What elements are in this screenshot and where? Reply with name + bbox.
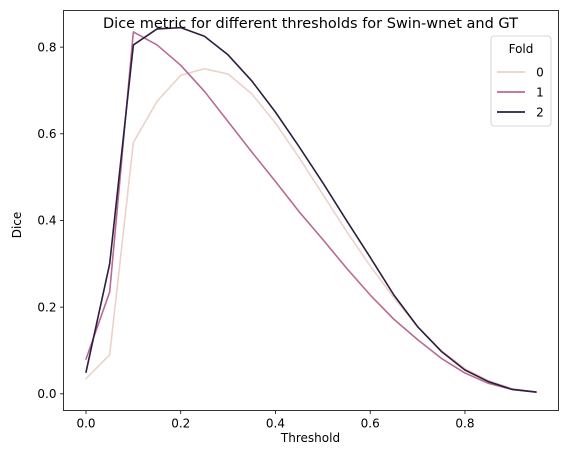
x-tick-label: 0.6 [361, 417, 380, 431]
plot-frame [63, 10, 559, 411]
legend-title: Fold [509, 42, 534, 56]
legend: Fold 0 1 2 [490, 35, 552, 127]
y-tick-label: 0.2 [37, 300, 56, 314]
y-tick-label: 0.6 [37, 127, 56, 141]
x-axis-ticks: 0.0 0.2 0.4 0.6 0.8 [76, 410, 474, 431]
x-tick-label: 0.2 [171, 417, 190, 431]
legend-label-fold-2: 2 [536, 105, 544, 119]
x-tick-label: 0.8 [455, 417, 474, 431]
y-tick-label: 0.0 [37, 387, 56, 401]
y-axis-label: Dice [10, 212, 24, 239]
y-tick-label: 0.4 [37, 214, 56, 228]
legend-frame [490, 35, 552, 127]
x-axis-label: Threshold [280, 431, 340, 445]
plot-area [85, 26, 537, 393]
y-axis-ticks: 0.0 0.2 0.4 0.6 0.8 [37, 40, 64, 401]
chart-title: Dice metric for different thresholds for… [103, 16, 518, 32]
series-line-fold-1 [85, 31, 537, 393]
legend-items: 0 1 2 [497, 65, 544, 119]
series-line-fold-2 [85, 26, 537, 393]
y-tick-label: 0.8 [37, 40, 56, 54]
series-line-fold-0 [85, 67, 537, 393]
legend-label-fold-0: 0 [536, 65, 544, 79]
x-tick-label: 0.0 [76, 417, 95, 431]
x-tick-label: 0.4 [266, 417, 285, 431]
legend-label-fold-1: 1 [536, 85, 544, 99]
